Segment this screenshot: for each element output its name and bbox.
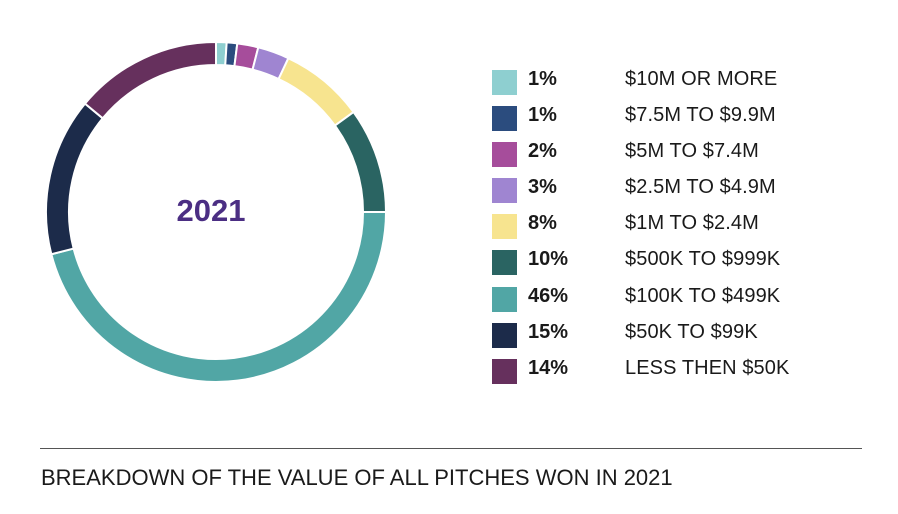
legend-swatch bbox=[492, 178, 517, 204]
legend-percent: 8% bbox=[528, 212, 557, 235]
chart-caption: BREAKDOWN OF THE VALUE OF ALL PITCHES WO… bbox=[41, 465, 673, 490]
legend-percent: 10% bbox=[528, 248, 569, 271]
donut-slice-6 bbox=[50, 211, 388, 383]
legend-range-label: $10M OR MORE bbox=[625, 68, 778, 90]
legend-range-label: $500K TO $999K bbox=[625, 248, 781, 271]
caption-divider bbox=[40, 448, 862, 449]
legend-swatch bbox=[492, 250, 517, 276]
legend-range-label: $50K TO $99K bbox=[625, 320, 758, 343]
legend-percent: 2% bbox=[528, 140, 557, 163]
legend-swatch bbox=[492, 214, 517, 240]
legend-swatch bbox=[492, 286, 517, 312]
donut-slice-8 bbox=[83, 40, 217, 120]
legend-percent: 1% bbox=[528, 68, 557, 90]
legend-percent: 14% bbox=[528, 356, 569, 379]
donut-slice-5 bbox=[333, 110, 388, 213]
legend-range-label: $1M TO $2.4M bbox=[625, 212, 759, 235]
donut-slice-4 bbox=[277, 56, 355, 127]
legend-range-label: $2.5M TO $4.9M bbox=[625, 176, 776, 199]
legend-percent: 46% bbox=[528, 284, 569, 307]
legend-swatch bbox=[492, 106, 517, 132]
donut-slice-7 bbox=[45, 102, 105, 256]
legend-range-label: $100K TO $499K bbox=[625, 284, 781, 307]
legend-swatch bbox=[492, 322, 517, 348]
legend-range-label: $5M TO $7.4M bbox=[625, 140, 759, 163]
legend-range-label: LESS THEN $50K bbox=[625, 356, 790, 379]
donut-chart: 2021 bbox=[45, 40, 388, 383]
legend-percent: 1% bbox=[528, 104, 557, 127]
legend-swatch bbox=[492, 70, 517, 95]
legend-swatch bbox=[492, 142, 517, 168]
donut-slices bbox=[45, 40, 388, 383]
chart-center-label: 2021 bbox=[177, 193, 246, 228]
legend-percent: 15% bbox=[528, 320, 569, 343]
legend-range-label: $7.5M TO $9.9M bbox=[625, 104, 776, 127]
legend-percent: 3% bbox=[528, 176, 557, 199]
legend-swatch bbox=[492, 358, 517, 384]
